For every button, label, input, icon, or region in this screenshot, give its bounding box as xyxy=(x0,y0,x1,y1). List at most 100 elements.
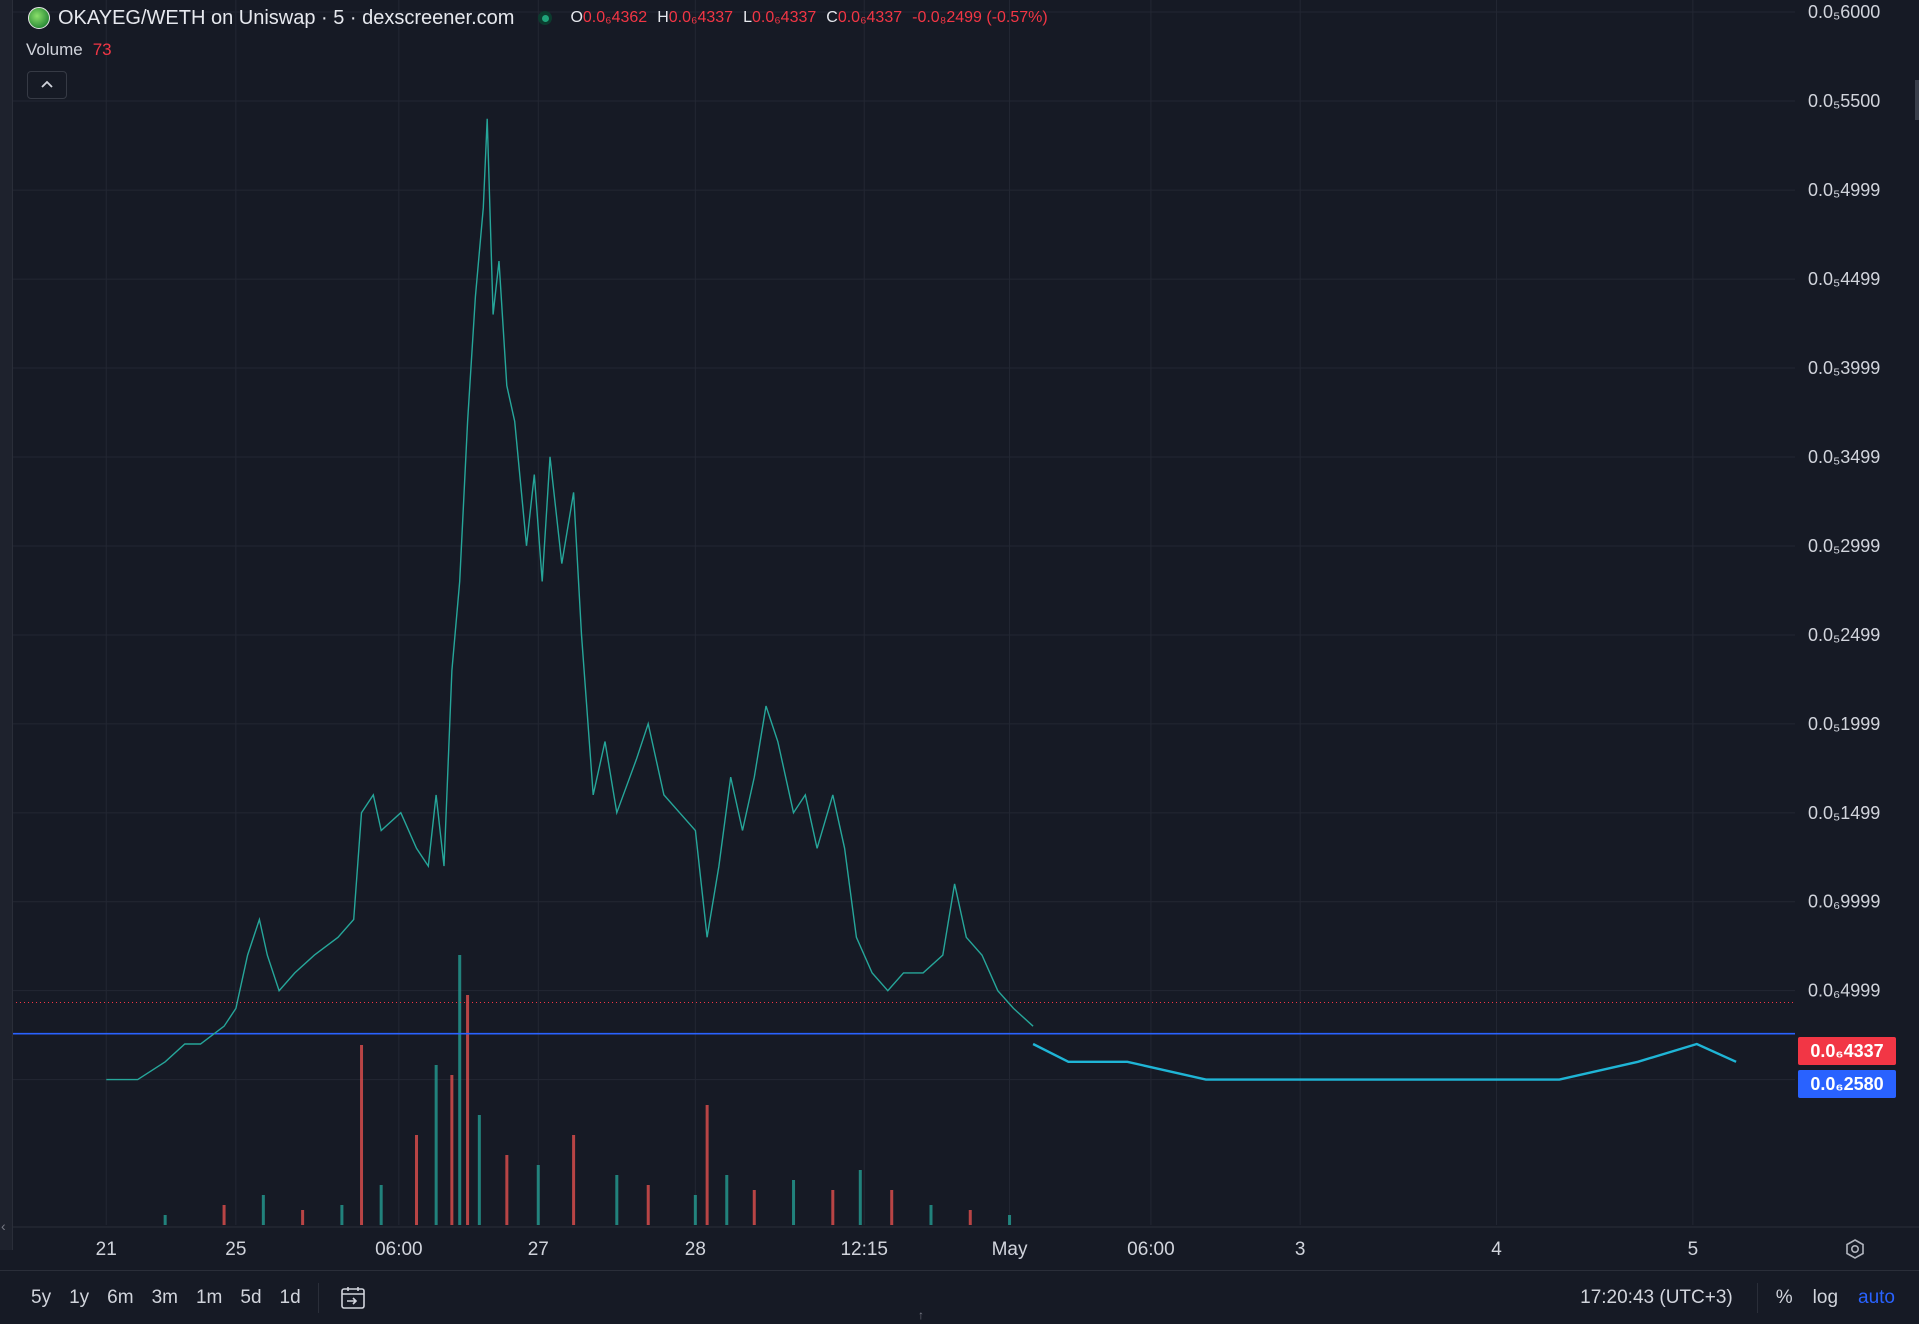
time-tick-label: 28 xyxy=(685,1239,706,1260)
volume-bar xyxy=(415,1135,419,1225)
range-5d-button[interactable]: 5d xyxy=(240,1286,262,1308)
auto-scale-button[interactable]: auto xyxy=(1858,1286,1895,1308)
volume-bar xyxy=(458,955,462,1225)
time-tick-label: 3 xyxy=(1295,1239,1306,1260)
price-tick-label: 0.0₅4499 xyxy=(1808,269,1880,289)
volume-bar xyxy=(163,1215,167,1225)
close-key: C xyxy=(826,9,838,26)
grid-lines xyxy=(12,0,1795,1225)
time-tick-label: 5 xyxy=(1688,1239,1699,1260)
range-6m-button[interactable]: 6m xyxy=(107,1286,134,1308)
close-value: 0.0₆4337 xyxy=(837,9,903,26)
volume-value: 73 xyxy=(92,40,112,59)
time-range-buttons: 5y 1y 6m 3m 1m 5d 1d xyxy=(22,1281,310,1315)
open-value: 0.0₆4362 xyxy=(582,9,648,26)
last-price-badge: 0.0₆4337 xyxy=(1798,1037,1896,1065)
time-tick-label: 06:00 xyxy=(1127,1239,1175,1260)
price-tick-label: 0.0₅5500 xyxy=(1808,91,1880,111)
volume-bar xyxy=(477,1115,481,1225)
volume-bar xyxy=(360,1045,364,1225)
range-5y-button[interactable]: 5y xyxy=(31,1286,52,1308)
price-tick-label: 0.0₅3499 xyxy=(1808,447,1880,467)
volume-bar xyxy=(752,1190,756,1225)
projection-curve xyxy=(1032,1042,1737,1081)
volume-bar xyxy=(831,1190,835,1225)
time-tick-label: 27 xyxy=(528,1239,549,1260)
volume-bar xyxy=(890,1190,894,1225)
time-tick-label: 06:00 xyxy=(375,1239,423,1260)
percent-scale-button[interactable]: % xyxy=(1775,1286,1793,1308)
volume-bar xyxy=(340,1205,344,1225)
toolbar-divider xyxy=(1756,1282,1758,1313)
volume-bar xyxy=(450,1075,454,1225)
line-price-badge[interactable]: 0.0₆2580 xyxy=(1798,1070,1896,1098)
range-1d-button[interactable]: 1d xyxy=(279,1286,301,1308)
price-tick-label: 0.0₅2999 xyxy=(1808,536,1880,556)
volume-bars xyxy=(163,955,1012,1225)
low-key: L xyxy=(743,9,752,26)
expand-left-icon[interactable]: ‹ xyxy=(1,1218,6,1234)
left-toolbar-edge xyxy=(0,0,13,1250)
time-tick-label: 4 xyxy=(1491,1239,1502,1260)
open-key: O xyxy=(570,9,583,26)
chevron-up-icon xyxy=(41,80,53,88)
collapse-legend-button[interactable] xyxy=(27,71,67,99)
time-tick-label: 12:15 xyxy=(840,1239,888,1260)
volume-bar xyxy=(1008,1215,1012,1225)
price-tick-label: 0.0₅4999 xyxy=(1808,180,1880,200)
volume-bar xyxy=(615,1175,619,1225)
bottom-toolbar: 5y 1y 6m 3m 1m 5d 1d 17:20:43 (UTC+3) % … xyxy=(0,1270,1919,1324)
time-tick-label: 21 xyxy=(96,1239,117,1260)
volume-bar xyxy=(301,1210,305,1225)
volume-bar xyxy=(693,1195,697,1225)
calendar-goto-icon xyxy=(340,1286,365,1309)
bottom-right-controls: 17:20:43 (UTC+3) % log auto xyxy=(1580,1281,1905,1315)
price-tick-label: 0.0₅1999 xyxy=(1808,714,1880,734)
time-tick-label: 25 xyxy=(225,1239,246,1260)
price-tick-label: 0.0₆9999 xyxy=(1808,892,1880,912)
token-logo-icon xyxy=(28,7,50,29)
chart-canvas[interactable]: 0.0₅6000 0.0₅5500 0.0₅4999 0.0₅4499 0.0₅3999… xyxy=(0,0,1919,1270)
volume-bar xyxy=(792,1180,796,1225)
change-value: -0.0₈2499 (-0.57%) xyxy=(912,9,1048,26)
chart-settings-button[interactable] xyxy=(1843,1237,1867,1261)
volume-bar xyxy=(466,995,470,1225)
volume-bar xyxy=(968,1210,972,1225)
low-value: 0.0₆4337 xyxy=(751,9,817,26)
price-tick-label: 0.0₆4999 xyxy=(1808,981,1880,1001)
range-3m-button[interactable]: 3m xyxy=(151,1286,178,1308)
volume-bar xyxy=(929,1205,933,1225)
price-tick-label: 0.0₅2499 xyxy=(1808,625,1880,645)
time-tick-label: May xyxy=(992,1239,1028,1260)
volume-bar xyxy=(379,1185,383,1225)
right-scroll-handle[interactable] xyxy=(1915,80,1919,120)
clock-timezone[interactable]: 17:20:43 (UTC+3) xyxy=(1580,1286,1733,1308)
price-series-line xyxy=(106,118,1034,1081)
volume-bar xyxy=(261,1195,265,1225)
volume-legend: Volume 73 xyxy=(26,40,112,60)
price-tick-label: 0.0₅6000 xyxy=(1808,2,1880,22)
volume-bar xyxy=(858,1170,862,1225)
range-1y-button[interactable]: 1y xyxy=(69,1286,90,1308)
volume-bar xyxy=(536,1165,540,1225)
market-status-icon[interactable] xyxy=(538,11,553,25)
volume-bar xyxy=(505,1155,509,1225)
volume-bar xyxy=(646,1185,650,1225)
range-1m-button[interactable]: 1m xyxy=(195,1286,223,1308)
price-axis[interactable]: 0.0₅6000 0.0₅5500 0.0₅4999 0.0₅4499 0.0₅3999… xyxy=(1808,2,1891,1090)
scroll-up-icon[interactable]: ↑ xyxy=(918,1308,924,1322)
volume-bar xyxy=(572,1135,576,1225)
price-tick-label: 0.0₅3999 xyxy=(1808,358,1880,378)
price-tick-label: 0.0₅1499 xyxy=(1808,803,1880,823)
volume-bar xyxy=(434,1065,438,1225)
volume-label: Volume xyxy=(26,40,83,59)
chart-legend: OKAYEG/WETH on Uniswap · 5 · dexscreener… xyxy=(28,4,1048,32)
go-to-date-button[interactable] xyxy=(337,1283,369,1313)
volume-bar xyxy=(705,1105,709,1225)
gear-icon xyxy=(1846,1239,1864,1259)
log-scale-button[interactable]: log xyxy=(1812,1286,1839,1308)
volume-bar xyxy=(222,1205,226,1225)
pair-title: OKAYEG/WETH on Uniswap · 5 · dexscreener… xyxy=(58,6,515,29)
time-axis[interactable]: 21 25 06:00 27 28 12:15 May 06:00 3 4 5 xyxy=(12,1226,1919,1260)
high-value: 0.0₆4337 xyxy=(668,9,734,26)
